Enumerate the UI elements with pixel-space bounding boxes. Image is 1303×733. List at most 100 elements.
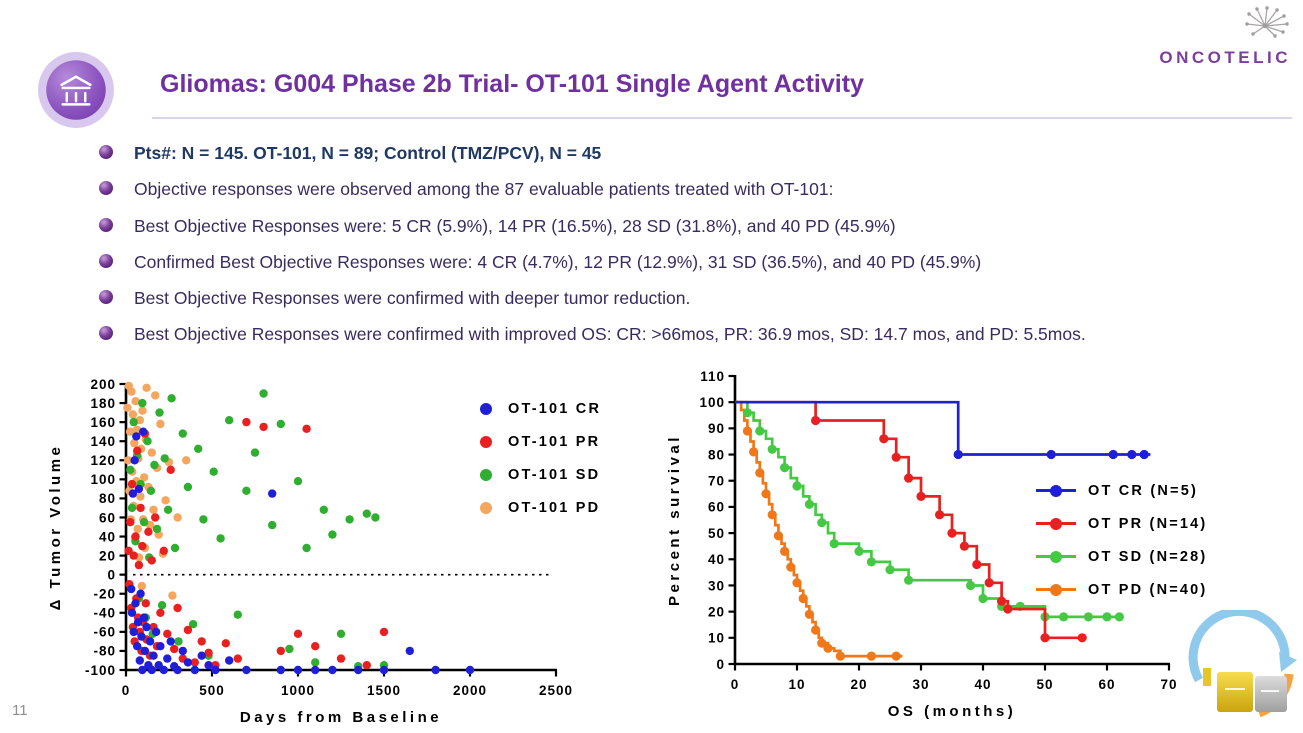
bullet-icon (99, 326, 113, 341)
svg-text:30: 30 (912, 677, 929, 692)
svg-text:180: 180 (90, 396, 116, 411)
tumor-volume-scatter-chart: -100 -80 -60 -40 -20 0 20 40 60 80 100 120 140 160 180… (47, 377, 573, 726)
svg-text:20: 20 (99, 548, 116, 563)
svg-text:20: 20 (850, 677, 867, 692)
svg-text:20: 20 (708, 604, 725, 619)
km-legend: OT CR (N=5) OT PR (N=14) OT SD (N=28) OT… (1036, 474, 1207, 606)
svg-text:10: 10 (708, 631, 725, 646)
svg-text:40: 40 (708, 552, 725, 567)
svg-text:10: 10 (788, 677, 805, 692)
bullet-text: Confirmed Best Objective Responses were:… (134, 251, 982, 272)
bullet-list: Pts#: N = 145. OT-101, N = 89; Control (… (97, 140, 1107, 358)
svg-text:2000: 2000 (453, 683, 487, 698)
bullet-item: Confirmed Best Objective Responses were:… (97, 249, 1107, 275)
bullet-text: Objective responses were observed among … (134, 179, 834, 200)
svg-text:50: 50 (1036, 677, 1053, 692)
title-divider (152, 117, 1292, 119)
legend-dot (480, 468, 492, 481)
legend-label: OT-101 PR (508, 433, 601, 450)
legend-line (1036, 484, 1076, 497)
logo-text: ONCOTELIC (1159, 48, 1291, 67)
bullet-icon (99, 217, 113, 232)
axes: 0 10 20 30 40 50 60 70 80 90 100 110 0 10 20 30 40 50 60 70… (666, 369, 1177, 720)
legend-dot (1050, 583, 1062, 596)
svg-text:40: 40 (974, 677, 991, 692)
svg-text:110: 110 (700, 369, 725, 384)
bullet-text: Pts#: N = 145. OT-101, N = 89; Control (… (134, 143, 602, 163)
svg-text:500: 500 (199, 683, 225, 698)
legend-dot (480, 501, 492, 514)
bullet-icon (99, 290, 113, 304)
svg-text:30: 30 (708, 578, 725, 593)
y-axis-title: Δ Tumor Volume (47, 444, 64, 611)
km-series (735, 400, 903, 661)
scatter-series (126, 389, 389, 671)
page-title: Gliomas: G004 Phase 2b Trial- OT-101 Sin… (160, 70, 864, 98)
svg-text:0: 0 (731, 677, 740, 692)
svg-text:-20: -20 (93, 587, 116, 602)
legend-dot (1050, 484, 1062, 497)
oncotelic-logo: ONCOTELIC (1159, 4, 1291, 68)
bullet-item: Objective responses were observed among … (97, 176, 1107, 202)
page-number: 11 (12, 702, 28, 719)
svg-text:0: 0 (122, 683, 131, 698)
legend-item: OT SD (N=28) (1036, 540, 1207, 573)
legend-label: OT PD (N=40) (1088, 581, 1208, 598)
svg-text:1500: 1500 (367, 683, 401, 698)
legend-item: OT PD (N=40) (1036, 573, 1207, 606)
bullet-text: Best Objective Responses were confirmed … (134, 288, 691, 308)
legend-line (1036, 517, 1076, 530)
svg-text:-80: -80 (93, 644, 116, 659)
bullet-text: Best Objective Responses were: 5 CR (5.9… (134, 215, 896, 236)
legend-item: OT-101 CR (480, 392, 601, 425)
legend-item: OT CR (N=5) (1036, 474, 1207, 507)
y-axis-title: Percent survival (666, 434, 683, 606)
legend-label: OT SD (N=28) (1088, 548, 1208, 565)
svg-text:140: 140 (90, 434, 116, 449)
bank-icon (36, 50, 116, 130)
svg-text:120: 120 (90, 453, 116, 468)
svg-text:70: 70 (708, 474, 725, 489)
legend-label: OT-101 PD (508, 499, 601, 516)
legend-item: OT PR (N=14) (1036, 507, 1207, 540)
svg-text:2500: 2500 (539, 683, 573, 698)
bullet-item: Best Objective Responses were confirmed … (97, 321, 1107, 347)
svg-text:100: 100 (90, 472, 116, 487)
svg-text:60: 60 (99, 510, 116, 525)
legend-label: OT CR (N=5) (1088, 482, 1198, 499)
svg-text:40: 40 (99, 529, 116, 544)
svg-text:-40: -40 (93, 606, 116, 621)
scatter-series (127, 427, 475, 675)
x-axis-title: OS (months) (888, 703, 1017, 720)
legend-dot (1050, 517, 1062, 530)
legend-item: OT-101 SD (480, 458, 601, 491)
bullet-icon (99, 253, 113, 268)
svg-text:90: 90 (708, 421, 725, 436)
km-series (735, 400, 1087, 643)
svg-text:200: 200 (90, 377, 116, 392)
scatter-series (123, 381, 191, 600)
svg-text:160: 160 (90, 415, 116, 430)
overall-survival-km-chart: 0 10 20 30 40 50 60 70 80 90 100 110 0 10 20 30 40 50 60 70… (666, 369, 1177, 720)
bullet-icon (99, 181, 113, 196)
svg-text:80: 80 (99, 491, 116, 506)
km-series (735, 400, 1151, 460)
legend-dot (480, 402, 492, 415)
legend-dot (1050, 550, 1062, 563)
svg-text:100: 100 (699, 395, 725, 410)
x-axis-title: Days from Baseline (240, 709, 442, 726)
legend-dot (480, 435, 492, 448)
bullet-item: Best Objective Responses were: 5 CR (5.9… (97, 213, 1107, 239)
svg-text:1000: 1000 (281, 683, 315, 698)
svg-text:-60: -60 (93, 625, 116, 640)
svg-text:80: 80 (708, 447, 725, 462)
svg-text:60: 60 (708, 500, 725, 515)
svg-text:50: 50 (708, 526, 725, 541)
scatter-legend: OT-101 CR OT-101 PR OT-101 SD OT-101 PD (480, 392, 601, 524)
bullet-icon (99, 145, 113, 159)
bullet-text: Best Objective Responses were confirmed … (134, 324, 1086, 345)
cycle-diagram-icon (1188, 610, 1297, 718)
legend-item: OT-101 PD (480, 491, 601, 524)
legend-line (1036, 583, 1076, 596)
svg-text:60: 60 (1098, 677, 1115, 692)
